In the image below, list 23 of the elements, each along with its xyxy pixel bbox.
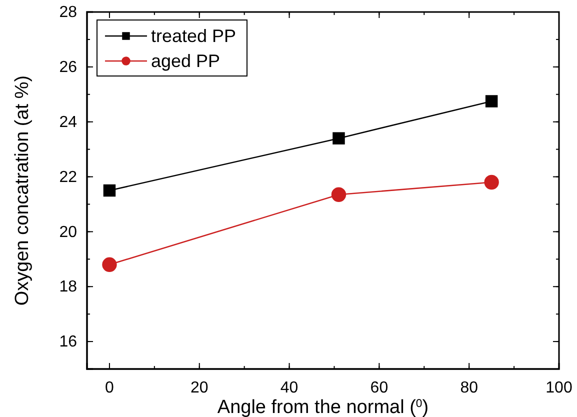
y-axis-title: Oxygen concatration (at %) [12, 75, 33, 306]
point [103, 184, 116, 197]
y-tick-label: 24 [59, 114, 78, 131]
x-tick-label: 100 [546, 379, 572, 396]
x-tick-label: 20 [190, 379, 208, 396]
x-tick-label: 60 [370, 379, 388, 396]
point [332, 132, 345, 144]
x-tick-label: 0 [105, 379, 114, 396]
y-tick-label: 26 [59, 59, 78, 76]
y-tick-label: 18 [59, 278, 78, 296]
point [484, 174, 499, 190]
x-axis-title: Angle from the normal ($^{0}$) [217, 397, 429, 417]
x-tick-label: 80 [460, 379, 478, 396]
y-tick-label: 16 [59, 334, 78, 351]
legend-label: treated PP [151, 26, 236, 46]
point [331, 187, 346, 202]
legend-label: aged PP [151, 51, 220, 71]
point [102, 257, 117, 272]
y-tick-label: 28 [59, 4, 78, 22]
x-tick-label: 40 [280, 379, 298, 396]
point [485, 95, 498, 108]
y-tick-label: 20 [59, 224, 78, 241]
y-tick-label: 22 [59, 168, 78, 186]
